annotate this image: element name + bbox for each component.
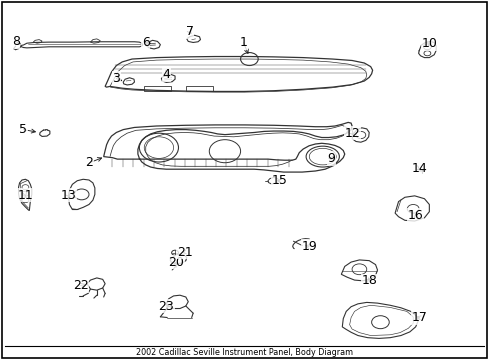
Bar (144, 86, 171, 91)
Text: 10: 10 (421, 37, 436, 50)
Text: 5: 5 (20, 123, 27, 136)
Text: 8: 8 (12, 35, 20, 48)
Text: 21: 21 (177, 246, 192, 258)
Text: 2002 Cadillac Seville Instrument Panel, Body Diagram: 2002 Cadillac Seville Instrument Panel, … (136, 348, 352, 357)
Text: 17: 17 (411, 311, 427, 324)
Bar (185, 86, 212, 91)
Text: 9: 9 (327, 152, 335, 165)
Text: 12: 12 (344, 127, 359, 140)
Text: 2: 2 (85, 156, 93, 169)
Text: 22: 22 (73, 279, 88, 292)
Text: 19: 19 (301, 240, 316, 253)
Text: 4: 4 (162, 68, 170, 81)
Text: 23: 23 (158, 300, 174, 312)
Text: 15: 15 (271, 174, 287, 187)
Text: 16: 16 (407, 209, 423, 222)
Text: 3: 3 (112, 72, 120, 85)
Text: 18: 18 (361, 274, 376, 287)
Text: 20: 20 (168, 256, 183, 269)
Text: 11: 11 (18, 189, 33, 202)
Text: 1: 1 (239, 36, 247, 49)
Text: 7: 7 (185, 25, 193, 38)
Text: 13: 13 (61, 189, 76, 202)
Text: 6: 6 (142, 36, 149, 49)
Text: 14: 14 (411, 162, 427, 175)
